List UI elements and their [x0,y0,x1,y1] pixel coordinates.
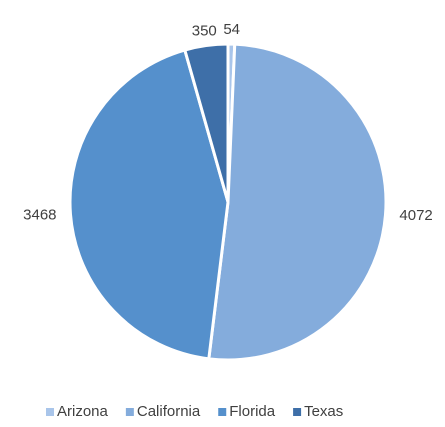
data-label: 350 [192,23,217,40]
data-label: 54 [223,21,240,38]
pie-slice [207,42,388,362]
pie-slice [182,42,230,203]
legend-label: Florida [229,403,276,420]
legend-swatch [218,408,227,416]
data-label: 3468 [23,206,56,223]
legend-label: Arizona [57,403,109,420]
legend-label: California [137,403,201,420]
legend-swatch [125,408,134,416]
data-label: 4072 [399,207,432,224]
pie-slice [68,48,230,361]
legend-swatch [46,408,54,416]
legend-label: Texas [304,403,343,420]
legend-swatch [293,408,302,416]
